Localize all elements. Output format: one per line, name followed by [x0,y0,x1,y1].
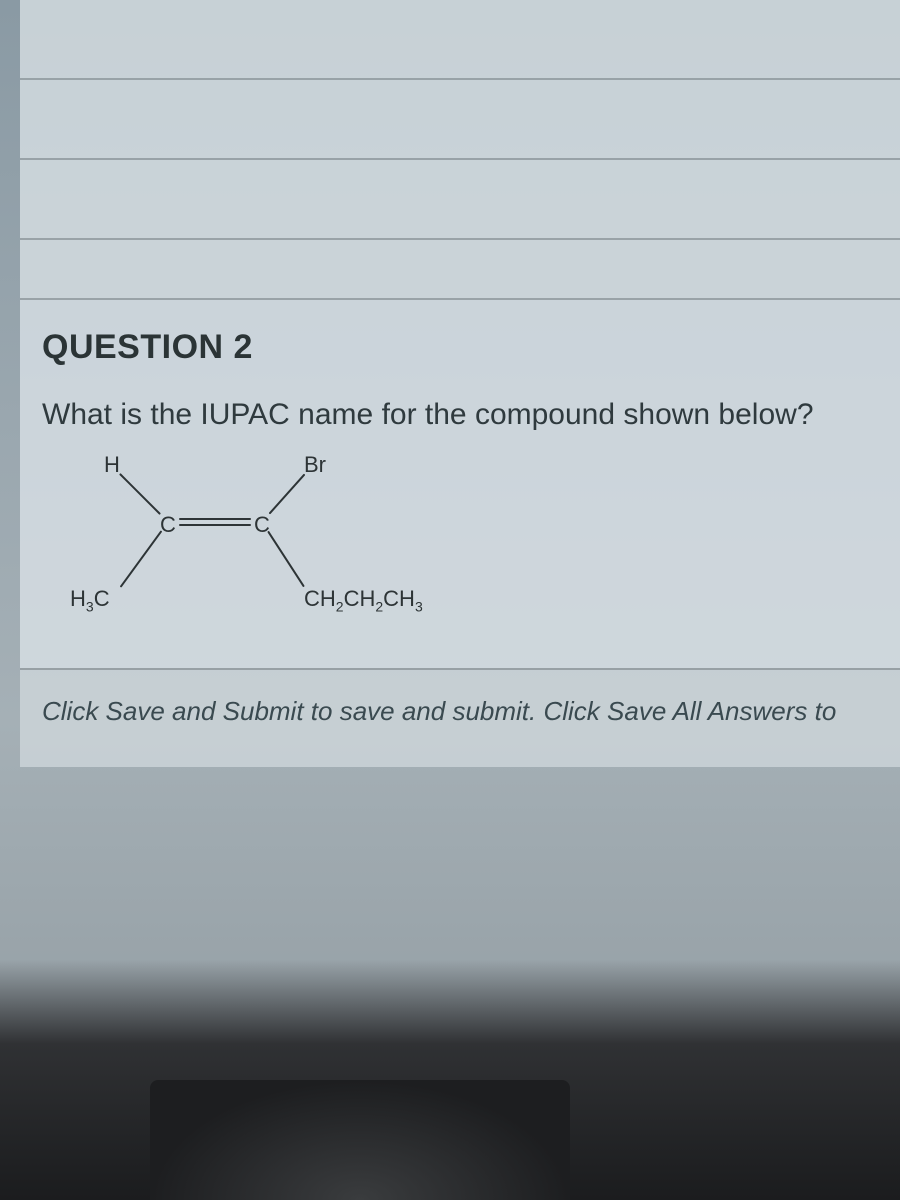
atom-label-ch2ch2ch3: CH2CH2CH3 [304,586,423,614]
spacer-row-1 [20,0,900,80]
chemical-structure-diagram: H Br C C H3C CH2CH2CH3 [42,444,462,634]
question-header: QUESTION 2 [42,328,878,367]
atom-label-c2: C [254,512,270,538]
save-submit-hint: Click Save and Submit to save and submit… [20,668,900,767]
atom-label-br: Br [304,452,326,478]
spacer-row-2 [20,80,900,160]
question-prompt: What is the IUPAC name for the compound … [42,395,878,436]
question-block: QUESTION 2 What is the IUPAC name for th… [20,300,900,668]
atom-label-c1: C [160,512,176,538]
atom-label-h: H [104,452,120,478]
spacer-row-3 [20,160,900,240]
atom-label-h3c: H3C [70,586,110,614]
question-page: QUESTION 2 What is the IUPAC name for th… [20,0,900,767]
spacer-row-4 [20,240,900,300]
monitor-stand [150,1080,570,1200]
